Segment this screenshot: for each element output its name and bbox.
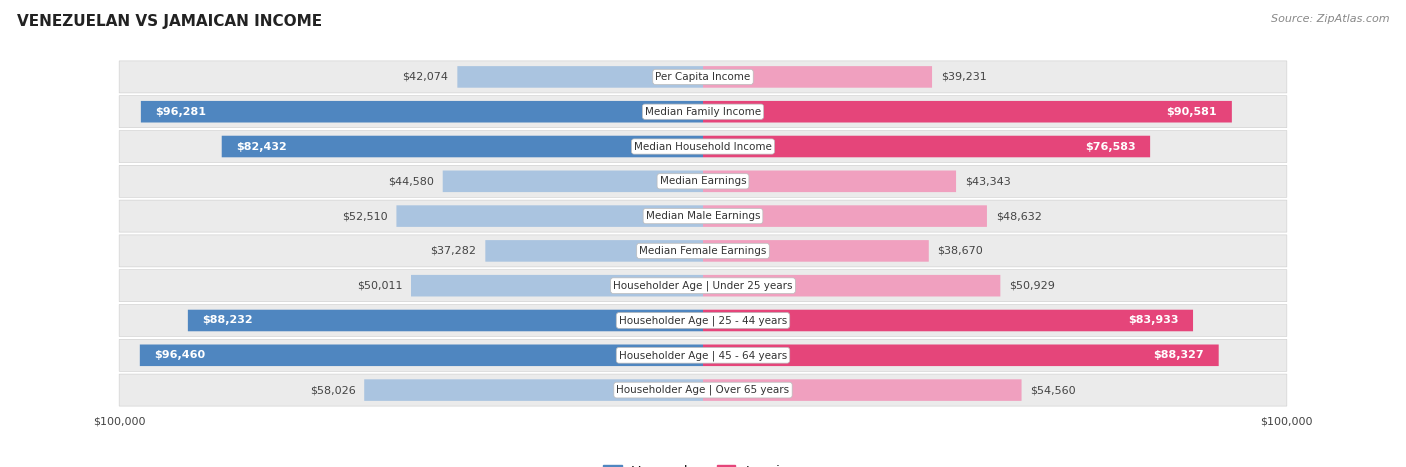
Text: $43,343: $43,343 (965, 177, 1011, 186)
FancyBboxPatch shape (120, 130, 1286, 163)
FancyBboxPatch shape (703, 310, 1194, 331)
FancyBboxPatch shape (703, 101, 1232, 122)
FancyBboxPatch shape (120, 269, 1286, 302)
FancyBboxPatch shape (457, 66, 703, 88)
Text: VENEZUELAN VS JAMAICAN INCOME: VENEZUELAN VS JAMAICAN INCOME (17, 14, 322, 29)
Text: $37,282: $37,282 (430, 246, 477, 256)
FancyBboxPatch shape (139, 345, 703, 366)
FancyBboxPatch shape (703, 379, 1022, 401)
Text: Householder Age | Under 25 years: Householder Age | Under 25 years (613, 281, 793, 291)
Text: Median Male Earnings: Median Male Earnings (645, 211, 761, 221)
Text: Median Household Income: Median Household Income (634, 142, 772, 151)
FancyBboxPatch shape (703, 170, 956, 192)
FancyBboxPatch shape (120, 200, 1286, 232)
FancyBboxPatch shape (703, 275, 1000, 297)
FancyBboxPatch shape (703, 136, 1150, 157)
Text: $48,632: $48,632 (995, 211, 1042, 221)
FancyBboxPatch shape (703, 66, 932, 88)
FancyBboxPatch shape (703, 345, 1219, 366)
FancyBboxPatch shape (411, 275, 703, 297)
Text: $54,560: $54,560 (1031, 385, 1076, 395)
FancyBboxPatch shape (396, 205, 703, 227)
FancyBboxPatch shape (443, 170, 703, 192)
FancyBboxPatch shape (120, 374, 1286, 406)
Text: $90,581: $90,581 (1167, 107, 1218, 117)
FancyBboxPatch shape (141, 101, 703, 122)
Text: $76,583: $76,583 (1085, 142, 1136, 151)
FancyBboxPatch shape (120, 340, 1286, 371)
Text: $44,580: $44,580 (388, 177, 434, 186)
FancyBboxPatch shape (703, 240, 929, 262)
FancyBboxPatch shape (120, 61, 1286, 93)
Text: $83,933: $83,933 (1128, 316, 1178, 325)
Text: $96,281: $96,281 (156, 107, 207, 117)
Text: $39,231: $39,231 (941, 72, 987, 82)
Text: $58,026: $58,026 (309, 385, 356, 395)
Text: Householder Age | 25 - 44 years: Householder Age | 25 - 44 years (619, 315, 787, 326)
FancyBboxPatch shape (188, 310, 703, 331)
Text: $52,510: $52,510 (342, 211, 388, 221)
FancyBboxPatch shape (120, 235, 1286, 267)
FancyBboxPatch shape (120, 165, 1286, 198)
Legend: Venezuelan, Jamaican: Venezuelan, Jamaican (598, 460, 808, 467)
Text: $38,670: $38,670 (938, 246, 983, 256)
FancyBboxPatch shape (703, 205, 987, 227)
Text: Householder Age | Over 65 years: Householder Age | Over 65 years (616, 385, 790, 396)
Text: $50,929: $50,929 (1010, 281, 1054, 290)
Text: Median Earnings: Median Earnings (659, 177, 747, 186)
FancyBboxPatch shape (222, 136, 703, 157)
FancyBboxPatch shape (120, 96, 1286, 127)
Text: $88,327: $88,327 (1153, 350, 1204, 360)
Text: Median Female Earnings: Median Female Earnings (640, 246, 766, 256)
Text: Householder Age | 45 - 64 years: Householder Age | 45 - 64 years (619, 350, 787, 361)
Text: Median Family Income: Median Family Income (645, 107, 761, 117)
Text: $42,074: $42,074 (402, 72, 449, 82)
FancyBboxPatch shape (485, 240, 703, 262)
FancyBboxPatch shape (364, 379, 703, 401)
Text: $50,011: $50,011 (357, 281, 402, 290)
Text: $96,460: $96,460 (155, 350, 205, 360)
Text: $88,232: $88,232 (202, 316, 253, 325)
Text: Source: ZipAtlas.com: Source: ZipAtlas.com (1271, 14, 1389, 24)
Text: Per Capita Income: Per Capita Income (655, 72, 751, 82)
FancyBboxPatch shape (120, 304, 1286, 337)
Text: $82,432: $82,432 (236, 142, 287, 151)
